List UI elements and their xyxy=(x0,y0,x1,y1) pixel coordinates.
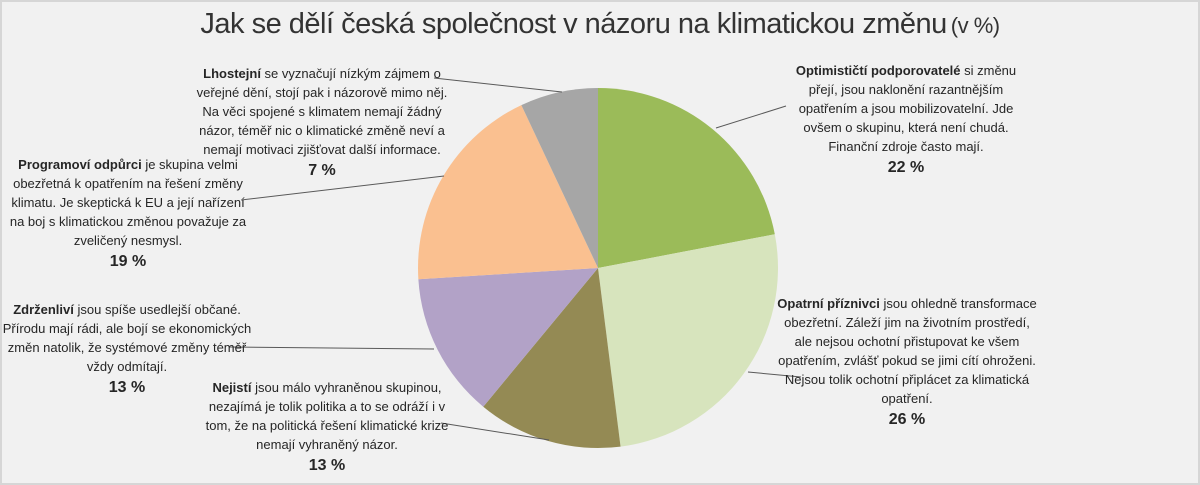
group-name: Opatrní příznivci xyxy=(777,296,880,311)
leader-line-nejisti xyxy=(440,422,550,441)
annotation-text: Optimističtí podporovatelé si změnu přej… xyxy=(780,61,1032,156)
pie-slice-optimiste xyxy=(598,88,775,268)
annotation-text: Programoví odpůrci je skupina velmi obez… xyxy=(8,155,248,250)
leader-lines xyxy=(228,77,802,441)
leader-line-opatrni xyxy=(747,371,802,378)
annotation-nejisti: Nejistí jsou málo vyhraněnou skupinou, n… xyxy=(196,378,458,477)
group-name: Lhostejní xyxy=(203,66,261,81)
pie-slice-odpurci xyxy=(418,105,598,280)
pie-slice-lhostejni xyxy=(521,88,598,268)
group-name: Nejistí xyxy=(212,380,252,395)
percentage-label: 7 % xyxy=(308,162,336,179)
group-name: Zdrženliví xyxy=(13,302,74,317)
group-name: Optimističtí podporovatelé xyxy=(795,63,961,78)
percentage-label: 13 % xyxy=(308,457,346,474)
annotation-text: Opatrní příznivci jsou ohledně transform… xyxy=(776,294,1038,408)
annotation-optimiste: Optimističtí podporovatelé si změnu přej… xyxy=(780,61,1032,179)
percentage-label: 22 % xyxy=(887,159,925,176)
annotation-text: Nejistí jsou málo vyhraněnou skupinou, n… xyxy=(196,378,458,454)
annotation-text: Zdrženliví jsou spíše usedlejší občané. … xyxy=(0,300,254,376)
percentage-label: 19 % xyxy=(109,253,147,270)
pie-slice-zdrzenlivi xyxy=(418,268,598,407)
annotation-zdrzenlivi: Zdrženliví jsou spíše usedlejší občané. … xyxy=(0,300,254,399)
group-description: je skupina velmi obezřetná k opatřením n… xyxy=(9,157,247,248)
leader-line-lhostejni xyxy=(433,77,563,93)
annotation-text: Lhostejní se vyznačují nízkým zájmem o v… xyxy=(190,64,454,159)
group-name: Programoví odpůrci xyxy=(18,157,142,172)
percentage-label: 13 % xyxy=(108,379,146,396)
chart-title-suffix: (v %) xyxy=(950,13,1000,38)
group-description: jsou spíše usedlejší občané. Přírodu maj… xyxy=(2,302,252,374)
leader-line-zdrzenlivi xyxy=(228,346,435,350)
chart-title: Jak se dělí česká společnost v názoru na… xyxy=(0,8,1200,41)
group-description: jsou málo vyhraněnou skupinou, nezajímá … xyxy=(205,380,449,452)
annotation-opatrni: Opatrní příznivci jsou ohledně transform… xyxy=(776,294,1038,431)
leader-line-optimiste xyxy=(715,105,787,129)
percentage-label: 26 % xyxy=(888,411,926,428)
group-description: si změnu přejí, jsou naklonění razantněj… xyxy=(798,63,1017,154)
group-description: se vyznačují nízkým zájmem o veřejné děn… xyxy=(196,66,448,157)
annotation-lhostejni: Lhostejní se vyznačují nízkým zájmem o v… xyxy=(190,64,454,182)
annotation-odpurci: Programoví odpůrci je skupina velmi obez… xyxy=(8,155,248,273)
pie-slice-opatrni xyxy=(598,234,778,447)
chart-title-main: Jak se dělí česká společnost v názoru na… xyxy=(200,8,947,40)
pie-slice-nejisti xyxy=(483,268,621,448)
pie-slices xyxy=(418,88,778,448)
group-description: jsou ohledně transformace obezřetní. Zál… xyxy=(778,296,1037,406)
leader-line-odpurci xyxy=(240,175,445,201)
